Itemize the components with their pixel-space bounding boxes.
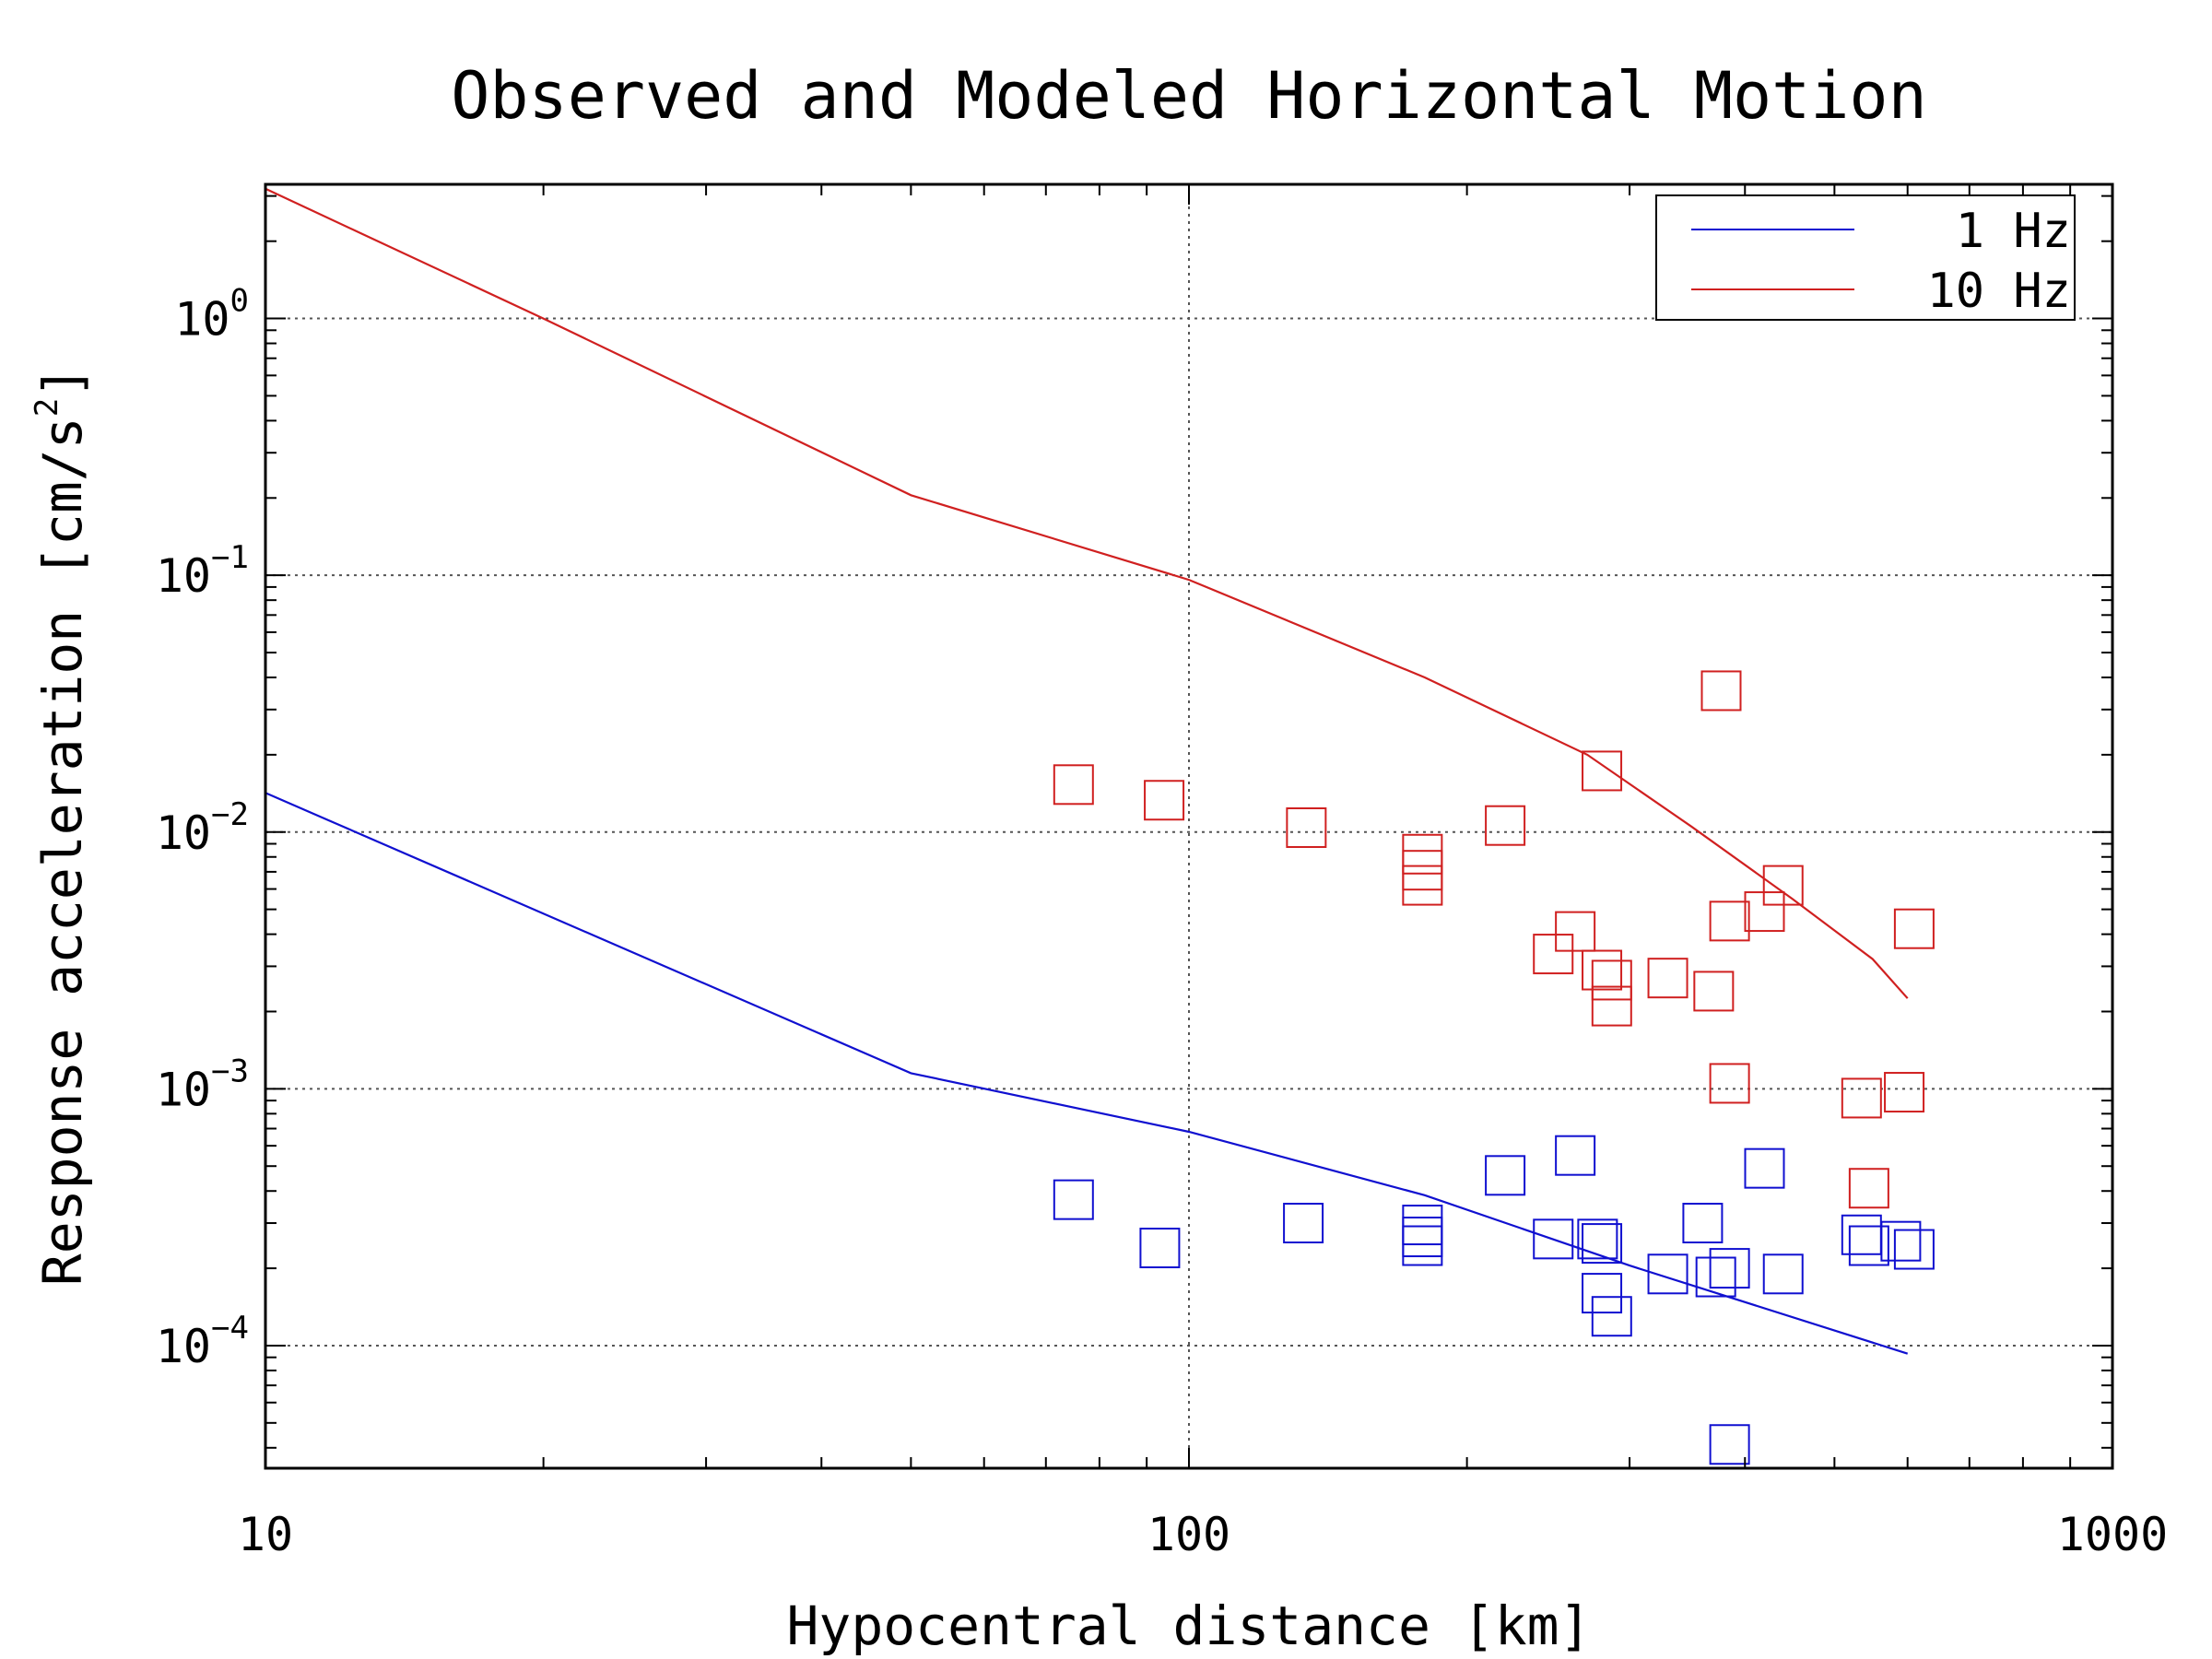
y-axis-label: Response acceleration [cm/s2] <box>29 366 94 1286</box>
data-point-10hz <box>1555 911 1596 952</box>
model-line-1hz <box>265 792 1909 1355</box>
x-tick-label: 10 <box>238 1508 293 1561</box>
data-point-10hz <box>1709 1063 1750 1104</box>
data-point-1hz <box>1848 1225 1889 1266</box>
data-point-1hz <box>1762 1253 1804 1295</box>
data-point-10hz <box>1591 959 1632 1001</box>
data-point-10hz <box>1402 833 1443 875</box>
data-point-1hz <box>1682 1203 1724 1244</box>
chart-title: Observed and Modeled Horizontal Motion <box>451 58 1926 134</box>
data-point-10hz <box>1533 934 1574 975</box>
data-point-10hz <box>1848 1168 1889 1209</box>
data-point-1hz <box>1139 1228 1181 1269</box>
model-lines <box>265 187 1909 1355</box>
grid <box>265 184 2112 1468</box>
data-point-1hz <box>1402 1217 1443 1258</box>
data-point-1hz <box>1880 1220 1922 1262</box>
data-point-1hz <box>1485 1155 1526 1196</box>
data-point-1hz <box>1709 1424 1750 1465</box>
y-tick-label: 10−1 <box>156 539 249 603</box>
data-point-1hz <box>1582 1273 1623 1314</box>
data-point-10hz <box>1841 1077 1882 1119</box>
data-point-1hz <box>1709 1248 1750 1289</box>
y-tick-label: 10−4 <box>156 1310 249 1373</box>
y-tick-label: 10−2 <box>156 796 249 860</box>
data-point-1hz <box>1591 1296 1632 1337</box>
y-tick-label: 10−3 <box>156 1053 249 1116</box>
y-axis-label-main: Response acceleration [cm/s <box>31 417 94 1286</box>
x-tick-label: 100 <box>1147 1508 1230 1561</box>
data-point-1hz <box>1402 1205 1443 1246</box>
data-point-1hz <box>1283 1203 1324 1244</box>
data-point-1hz <box>1695 1256 1736 1298</box>
data-point-10hz <box>1582 949 1623 991</box>
data-point-10hz <box>1402 850 1443 891</box>
data-point-10hz <box>1893 908 1935 949</box>
plot-frame <box>264 182 2114 1470</box>
data-point-10hz <box>1647 958 1688 999</box>
data-point-10hz <box>1700 670 1742 712</box>
data-point-10hz <box>1591 985 1632 1027</box>
legend-label-10hz: 10 Hz <box>1926 264 2071 319</box>
data-point-1hz <box>1841 1214 1882 1255</box>
legend-box <box>1655 194 2076 321</box>
data-point-10hz <box>1762 865 1804 906</box>
data-point-1hz <box>1053 1179 1094 1220</box>
observed-points <box>1053 670 1935 1465</box>
data-point-10hz <box>1485 805 1526 846</box>
legend-label-1hz: 1 Hz <box>1956 204 2071 259</box>
data-point-1hz <box>1533 1218 1574 1260</box>
y-axis-label-end: ] <box>31 366 94 398</box>
data-point-10hz <box>1582 750 1623 792</box>
data-point-1hz <box>1893 1229 1935 1270</box>
data-point-1hz <box>1577 1218 1618 1260</box>
data-point-10hz <box>1144 780 1185 821</box>
data-point-1hz <box>1744 1147 1785 1189</box>
model-line-10hz <box>265 187 1909 999</box>
data-point-10hz <box>1709 900 1750 942</box>
legend: 1 Hz 10 Hz <box>1655 194 2076 321</box>
data-point-10hz <box>1286 807 1327 849</box>
data-point-10hz <box>1402 865 1443 906</box>
y-axis-label-superscript: 2 <box>29 398 65 417</box>
data-point-1hz <box>1402 1225 1443 1266</box>
axis-ticks: 10 100 1000 100 10−1 10−2 10−3 10−4 <box>156 184 2168 1561</box>
x-axis-label: Hypocentral distance [km] <box>787 1594 1592 1657</box>
y-tick-label: 100 <box>174 283 249 347</box>
data-point-10hz <box>1693 971 1735 1012</box>
data-point-1hz <box>1647 1253 1688 1295</box>
x-tick-label: 1000 <box>2057 1508 2168 1561</box>
data-point-1hz <box>1555 1135 1596 1176</box>
data-point-1hz <box>1582 1223 1623 1265</box>
data-point-10hz <box>1053 764 1094 806</box>
data-point-10hz <box>1884 1072 1925 1113</box>
